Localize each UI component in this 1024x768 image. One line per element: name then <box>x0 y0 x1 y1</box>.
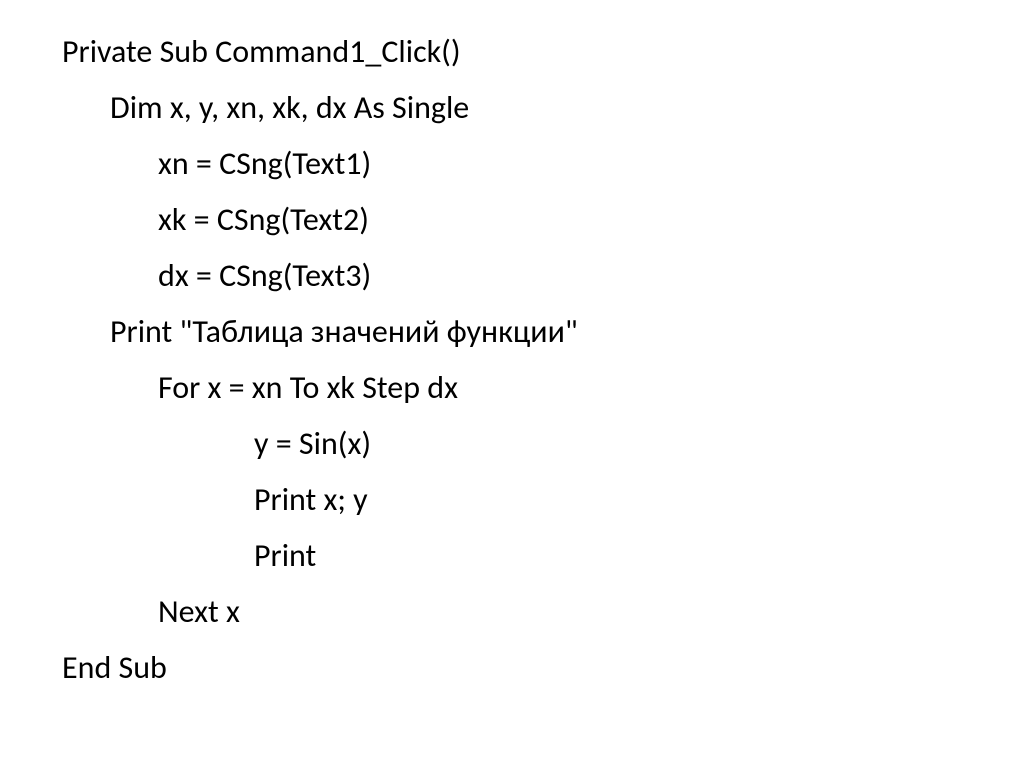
code-text: Private Sub Command1_Click() <box>62 32 461 71</box>
code-line: End Sub <box>62 640 578 696</box>
code-line: y = Sin(x) <box>62 416 578 472</box>
code-line: Print <box>62 528 578 584</box>
code-text: Print <box>254 536 316 575</box>
code-line: For x = xn To xk Step dx <box>62 360 578 416</box>
code-text: y = Sin(x) <box>254 424 371 463</box>
code-line: xk = CSng(Text2) <box>62 192 578 248</box>
code-block: Private Sub Command1_Click() Dim x, y, xn… <box>62 24 578 696</box>
code-text: xn = CSng(Text1) <box>158 144 371 183</box>
code-text: Print "Таблица значений функции" <box>110 312 578 351</box>
code-text: Print x; y <box>254 480 368 519</box>
code-text: Dim x, y, xn, xk, dx As Single <box>110 88 469 127</box>
code-text: For x = xn To xk Step dx <box>158 368 458 407</box>
code-line: Dim x, y, xn, xk, dx As Single <box>62 80 578 136</box>
code-line: Next x <box>62 584 578 640</box>
code-text: Next x <box>158 592 240 631</box>
code-line: Private Sub Command1_Click() <box>62 24 578 80</box>
code-line: xn = CSng(Text1) <box>62 136 578 192</box>
code-text: dx = CSng(Text3) <box>158 256 371 295</box>
code-text: xk = CSng(Text2) <box>158 200 369 239</box>
code-line: dx = CSng(Text3) <box>62 248 578 304</box>
code-line: Print "Таблица значений функции" <box>62 304 578 360</box>
code-line: Print x; y <box>62 472 578 528</box>
code-text: End Sub <box>62 648 167 687</box>
